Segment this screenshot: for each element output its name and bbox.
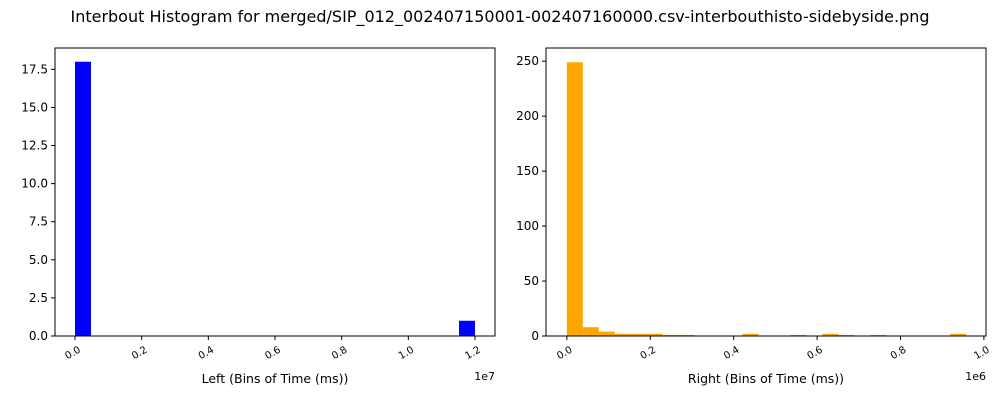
right-histogram-bar <box>838 334 855 336</box>
left-y-tick-label: 5.0 <box>29 253 48 267</box>
left-histogram-panel: 0.0 0.2 0.4 0.6 0.8 1.0 1.2 0.0 2.5 5.0 7.5 10.0 12… <box>21 47 496 386</box>
left-y-tick-label: 10.0 <box>21 177 48 191</box>
left-x-ticks: 0.0 0.2 0.4 0.6 0.8 1.0 1.2 <box>63 336 483 362</box>
right-y-tick-label: 50 <box>524 274 539 288</box>
right-histogram-bar <box>566 62 583 337</box>
left-x-axis-label: Left (Bins of Time (ms)) <box>202 371 349 386</box>
right-histogram-bar <box>614 333 631 336</box>
right-histogram-bar <box>582 327 599 336</box>
left-x-tick-label: 1.2 <box>463 345 482 362</box>
right-histogram-panel: 0.0 0.2 0.4 0.6 0.8 1.0 0 50 100 150 200 250 Right… <box>516 47 992 386</box>
left-y-tick-label: 2.5 <box>29 291 48 305</box>
left-y-ticks: 0.0 2.5 5.0 7.5 10.0 12.5 15.0 17.5 <box>21 62 55 343</box>
right-histogram-bar <box>822 333 839 336</box>
left-x-tick-label: 0.2 <box>130 345 149 362</box>
right-x-tick-label: 0.8 <box>889 345 908 362</box>
right-x-tick-label: 0.0 <box>555 345 574 362</box>
left-y-tick-label: 12.5 <box>21 139 48 153</box>
right-plot-frame <box>545 47 987 337</box>
right-histogram-bar <box>950 333 967 336</box>
left-plot-frame <box>54 47 496 337</box>
left-histogram-bar <box>75 61 91 336</box>
right-histogram-bar <box>598 331 615 336</box>
right-histogram-bar <box>646 333 663 336</box>
right-histogram-bar <box>742 333 759 336</box>
left-y-tick-label: 15.0 <box>21 100 48 114</box>
right-y-tick-label: 100 <box>516 219 539 233</box>
right-histogram-bar <box>790 334 807 336</box>
left-x-tick-label: 0.0 <box>63 345 82 362</box>
figure-title: Interbout Histogram for merged/SIP_012_0… <box>70 7 929 27</box>
right-y-tick-label: 0 <box>531 329 539 343</box>
left-x-tick-label: 0.6 <box>263 345 282 362</box>
right-y-ticks: 0 50 100 150 200 250 <box>516 54 546 343</box>
left-x-offset-label: 1e7 <box>474 370 495 383</box>
right-x-ticks: 0.0 0.2 0.4 0.6 0.8 1.0 <box>555 336 992 362</box>
left-y-tick-label: 17.5 <box>21 62 48 76</box>
right-histogram-bar <box>870 334 887 336</box>
right-x-offset-label: 1e6 <box>965 370 986 383</box>
left-histogram-bar <box>459 320 475 336</box>
right-histogram-bar <box>678 334 695 336</box>
right-x-tick-label: 0.6 <box>806 345 825 362</box>
right-x-axis-label: Right (Bins of Time (ms)) <box>688 371 844 386</box>
right-bars <box>566 62 967 337</box>
right-histogram-bar <box>630 333 647 336</box>
right-x-tick-label: 1.0 <box>972 345 991 362</box>
left-x-tick-label: 0.8 <box>330 345 349 362</box>
left-x-tick-label: 0.4 <box>197 345 216 362</box>
left-y-tick-label: 0.0 <box>29 329 48 343</box>
left-bars <box>75 61 475 336</box>
left-y-tick-label: 7.5 <box>29 215 48 229</box>
right-x-tick-label: 0.2 <box>639 345 658 362</box>
right-y-tick-label: 150 <box>516 164 539 178</box>
right-histogram-bar <box>662 334 679 336</box>
right-y-tick-label: 250 <box>516 54 539 68</box>
right-x-tick-label: 0.4 <box>722 345 741 362</box>
right-y-tick-label: 200 <box>516 109 539 123</box>
left-x-tick-label: 1.0 <box>397 345 416 362</box>
